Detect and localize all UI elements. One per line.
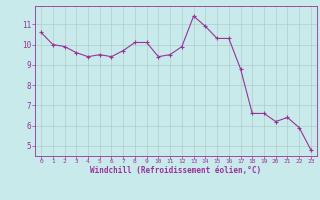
X-axis label: Windchill (Refroidissement éolien,°C): Windchill (Refroidissement éolien,°C) [91,166,261,175]
